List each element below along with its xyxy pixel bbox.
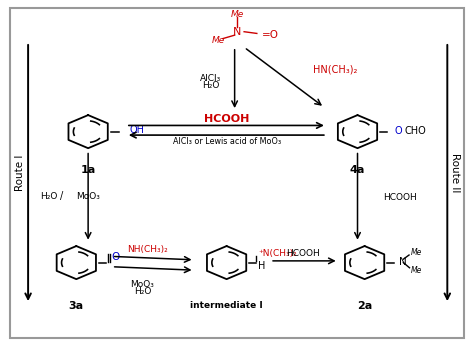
Text: HCOOH: HCOOH: [286, 249, 320, 258]
Text: Me: Me: [411, 248, 422, 257]
Text: CHO: CHO: [405, 126, 427, 136]
Text: HN(CH₃)₂: HN(CH₃)₂: [313, 65, 357, 75]
Text: O: O: [394, 126, 402, 136]
Text: H: H: [258, 261, 265, 271]
Text: N: N: [399, 257, 407, 266]
Text: HCOOH: HCOOH: [383, 193, 417, 202]
Text: Route II: Route II: [450, 153, 460, 193]
Text: OH: OH: [130, 125, 145, 135]
Text: Me: Me: [230, 10, 244, 19]
Text: 2a: 2a: [357, 301, 372, 311]
Text: 4a: 4a: [350, 165, 365, 174]
Text: N: N: [233, 27, 241, 37]
Text: MoO₃: MoO₃: [130, 281, 155, 290]
Text: HCOOH: HCOOH: [204, 114, 249, 124]
Text: Route I: Route I: [15, 155, 25, 191]
Text: 1a: 1a: [81, 165, 96, 174]
Text: O: O: [112, 253, 120, 262]
Text: intermediate I: intermediate I: [190, 301, 263, 310]
Text: NH(CH₃)₂: NH(CH₃)₂: [127, 245, 168, 254]
Text: ⁺N(CH₃)₂: ⁺N(CH₃)₂: [258, 249, 297, 258]
Text: MoO₃: MoO₃: [76, 192, 100, 201]
Text: 3a: 3a: [69, 301, 84, 311]
Text: H₂O: H₂O: [40, 192, 57, 201]
Text: H₂O: H₂O: [134, 288, 151, 297]
Text: Me: Me: [211, 36, 225, 45]
Text: AlCl₃ or Lewis acid of MoO₃: AlCl₃ or Lewis acid of MoO₃: [173, 137, 281, 146]
Text: AlCl₃: AlCl₃: [201, 74, 222, 83]
Text: =O: =O: [262, 30, 279, 40]
Text: Me: Me: [411, 266, 422, 275]
Text: /: /: [60, 191, 64, 201]
Text: H₂O: H₂O: [202, 81, 219, 90]
